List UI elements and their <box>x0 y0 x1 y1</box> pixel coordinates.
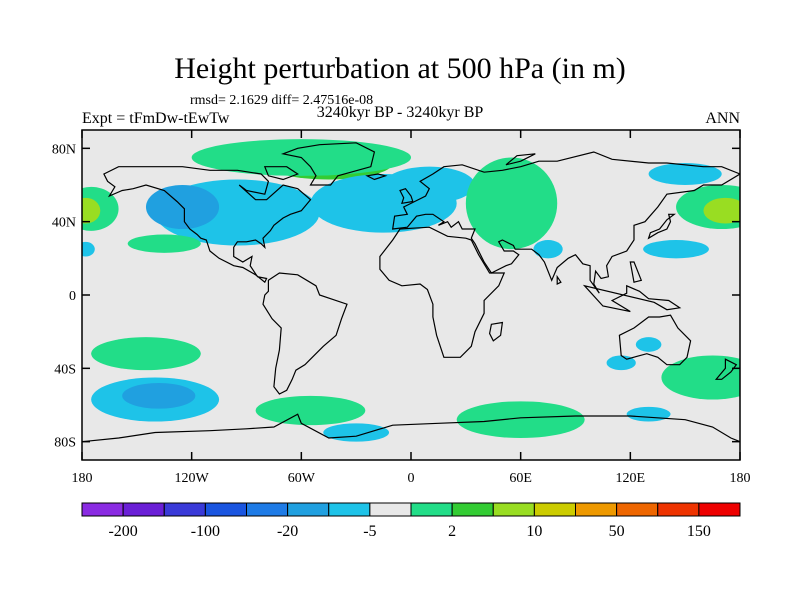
colorbar-swatch <box>410 502 453 517</box>
colorbar-swatch <box>122 502 165 517</box>
colorbar-swatch <box>204 502 247 517</box>
y-tick-label: 80N <box>52 142 76 157</box>
colorbar-swatch <box>492 502 535 517</box>
y-tick-label: 40S <box>54 362 76 377</box>
x-tick-label: 120E <box>616 471 646 486</box>
colorbar-swatch <box>81 502 124 517</box>
colorbar-label: 10 <box>526 523 542 540</box>
page-title: Height perturbation at 500 hPa (in m) <box>174 52 626 85</box>
colorbar <box>81 502 741 517</box>
region-australia-low-north <box>635 337 662 352</box>
colorbar-label: -100 <box>191 523 220 540</box>
colorbar-label: 2 <box>448 523 456 540</box>
coast-uk <box>399 187 414 205</box>
region-russia-high <box>465 157 558 250</box>
x-tick-label: 0 <box>408 471 415 486</box>
coast-greenland <box>280 142 376 186</box>
region-southern-ocean-low <box>626 406 671 422</box>
region-indian-ocean-high <box>456 401 585 438</box>
anomaly-regions <box>82 139 740 442</box>
coast-eurasia <box>391 151 740 294</box>
region-south-pacific-high <box>91 337 201 371</box>
region-east-pacific-high <box>127 234 201 253</box>
period-label: 3240kyr BP - 3240kyr BP <box>316 104 484 121</box>
coast-new-zealand <box>714 358 738 380</box>
coast-japan <box>647 213 676 240</box>
region-south-atlantic-high <box>255 395 366 426</box>
region-europe-low <box>383 166 475 204</box>
coast-north-america <box>103 166 312 284</box>
region-pacific-dateline-high-core <box>703 197 740 224</box>
y-axis: 80N 40N 0 40S 80S <box>52 142 740 451</box>
coast-iceland <box>365 173 388 181</box>
region-west-pacific-edge-high-core <box>82 197 101 224</box>
colorbar-swatch <box>575 502 618 517</box>
region-arabia-low <box>533 240 563 259</box>
coast-australia <box>618 314 692 366</box>
colorbar-label: -5 <box>363 523 376 540</box>
colorbar-swatch <box>287 502 330 517</box>
coast-baffin <box>263 166 300 181</box>
colorbar-swatch <box>451 502 494 517</box>
region-south-pacific-low-core <box>122 383 196 409</box>
x-tick-label: 60E <box>509 471 532 486</box>
x-tick-label: 180 <box>730 471 751 486</box>
colorbar-swatch <box>616 502 659 517</box>
colorbar-swatch <box>246 502 289 517</box>
colorbar-swatch <box>698 502 741 517</box>
y-tick-label: 0 <box>69 289 76 304</box>
colorbar-swatch <box>657 502 700 517</box>
colorbar-label: 50 <box>609 523 625 540</box>
season-label: ANN <box>705 110 740 127</box>
coast-antarctica <box>82 413 740 443</box>
y-tick-label: 40N <box>52 216 76 231</box>
colorbar-labels: -200 -100 -20 -5 2 10 50 150 <box>108 523 710 540</box>
region-weddell-low <box>323 423 390 442</box>
colorbar-swatch <box>328 502 371 517</box>
coast-south-america <box>262 272 348 395</box>
experiment-label: Expt = tFmDw-tEwTw <box>82 110 230 127</box>
coast-indonesia <box>582 284 682 313</box>
coastlines <box>82 142 740 443</box>
region-north-pacific-low <box>648 163 722 185</box>
coast-madagascar <box>488 321 504 342</box>
x-tick-label: 180 <box>72 471 93 486</box>
region-tasman-high <box>661 355 740 400</box>
coast-africa <box>379 226 506 358</box>
colorbar-label: 150 <box>687 523 711 540</box>
colorbar-label: -200 <box>108 523 137 540</box>
region-west-pacific-low <box>643 240 709 259</box>
coast-philippines <box>629 261 643 283</box>
colorbar-label: -20 <box>277 523 298 540</box>
stats-label: rmsd= 2.1629 diff= 2.47516e-08 <box>190 93 374 108</box>
colorbar-swatch <box>533 502 576 517</box>
colorbar-swatch <box>163 502 206 517</box>
coast-novaya-zemlya <box>505 153 536 166</box>
region-east-pacific-low-small <box>82 241 95 257</box>
colorbar-swatch <box>369 502 412 517</box>
coast-sri-lanka <box>556 274 562 285</box>
y-tick-label: 80S <box>54 436 76 451</box>
x-tick-label: 120W <box>175 471 210 486</box>
x-axis: 180 120W 60W 0 60E 120E 180 <box>72 130 751 486</box>
x-tick-label: 60W <box>288 471 316 486</box>
